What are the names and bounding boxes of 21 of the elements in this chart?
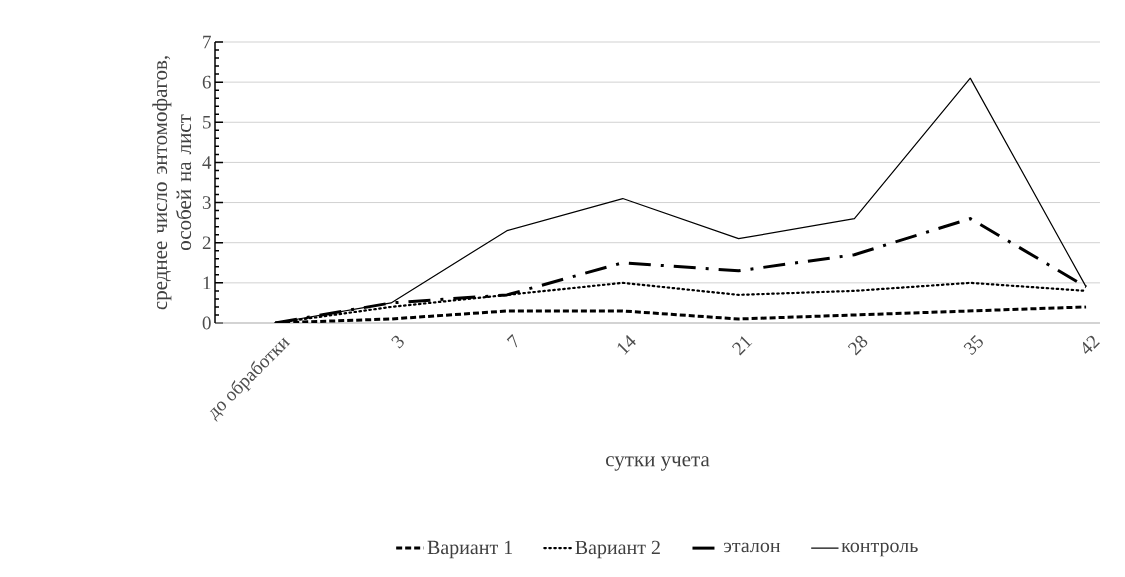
x-tick-label: 7 — [506, 334, 518, 348]
x-tick-label: 42 — [1082, 335, 1100, 354]
legend-label: эталон — [723, 542, 781, 553]
legend-label: Вариант 1 — [427, 540, 513, 559]
y-tick-label: 4 — [202, 156, 212, 169]
y-tick-label: 3 — [202, 196, 211, 209]
y-tick-label: 1 — [203, 276, 211, 290]
y-tick-label: 2 — [202, 236, 211, 249]
y-axis-title: среднее число энтомофагов, особей на лист — [152, 56, 192, 310]
legend-label: Вариант 2 — [575, 540, 660, 559]
x-tick-label: 14 — [617, 335, 636, 355]
x-axis-title: сутки учета — [606, 456, 710, 471]
y-tick-label: 5 — [203, 115, 211, 129]
legend-label: контроль — [841, 542, 918, 557]
x-tick-label: 35 — [963, 334, 983, 356]
y-tick-label: 6 — [202, 75, 211, 89]
x-tick-label: 3 — [391, 335, 404, 349]
y-tick-label: 0 — [202, 316, 211, 330]
y-tick-label: 7 — [203, 35, 211, 49]
x-tick-label: 21 — [731, 336, 753, 356]
x-tick-label: 28 — [847, 335, 868, 356]
